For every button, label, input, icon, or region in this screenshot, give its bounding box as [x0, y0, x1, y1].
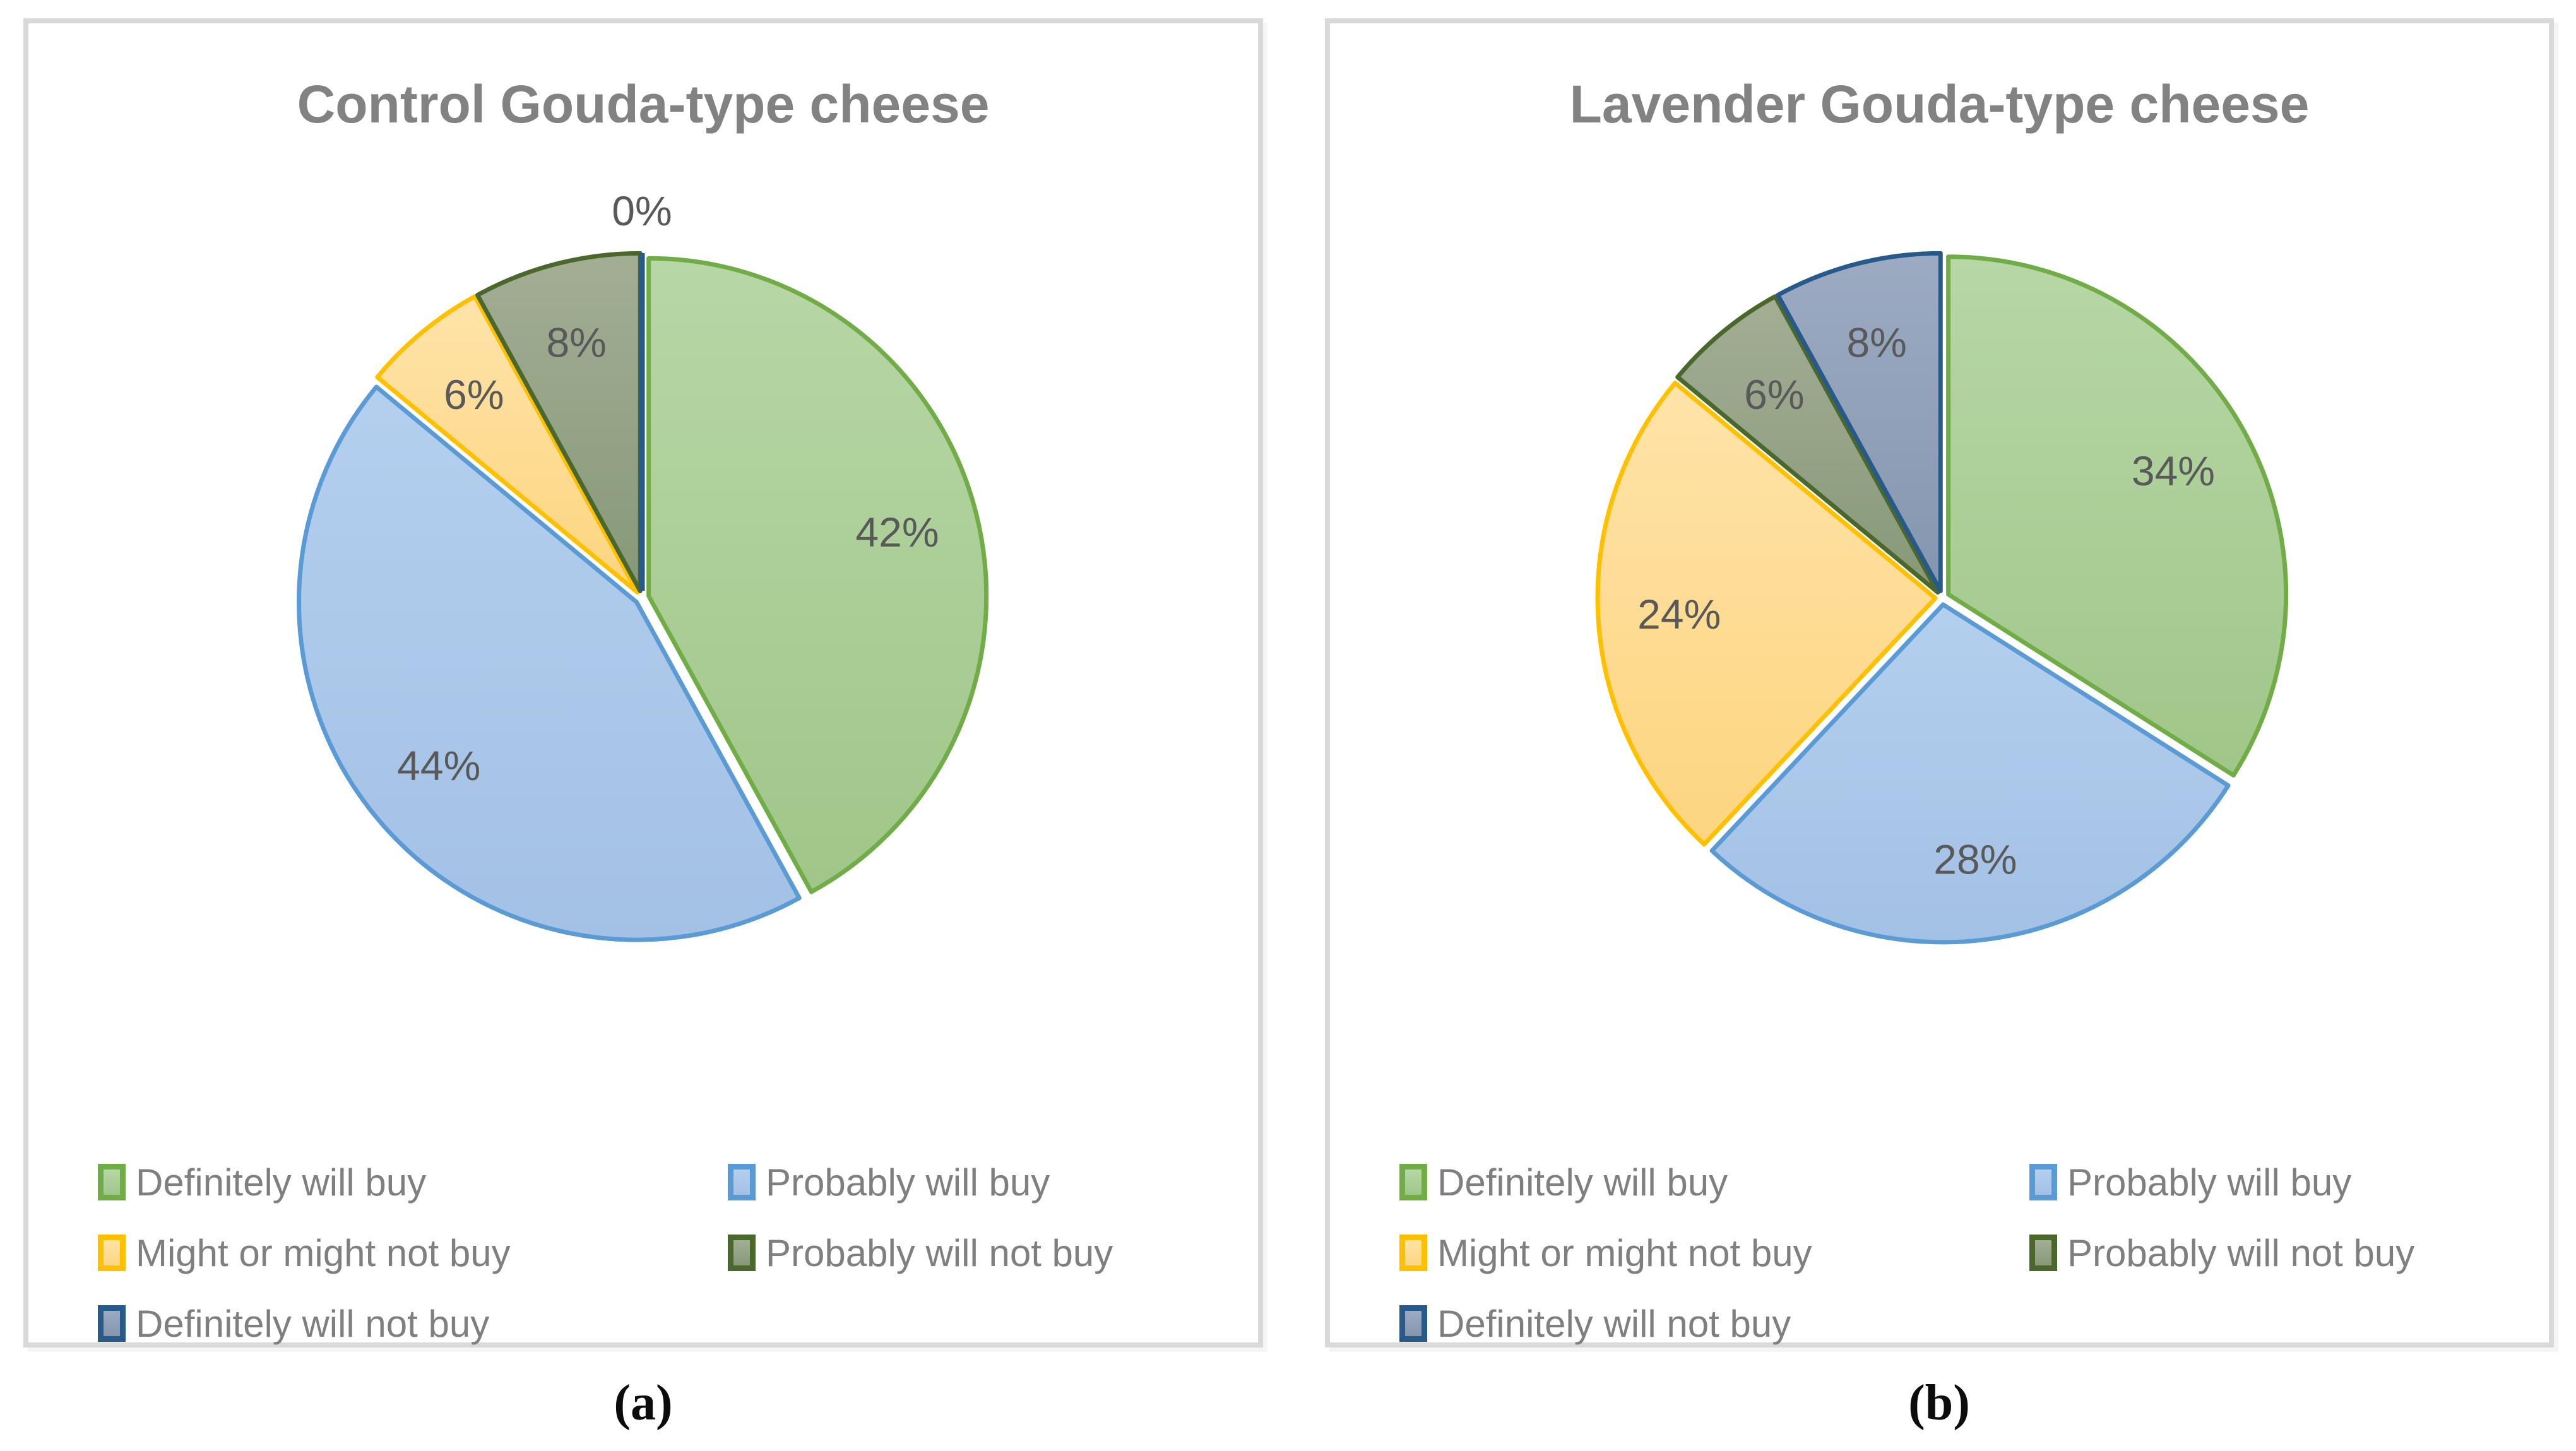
data-label-2: 6% [444, 371, 504, 418]
chart-title-control: Control Gouda-type cheese [297, 74, 990, 134]
legend-label: Definitely will buy [136, 1161, 427, 1204]
legend-item-0: Definitely will buy [1399, 1153, 2029, 1211]
legend-marker-icon [2029, 1164, 2057, 1200]
legend-item-2: Might or might not buy [1399, 1224, 2029, 1282]
legend-label: Probably will buy [766, 1161, 1050, 1204]
legend-label: Probably will not buy [766, 1231, 1113, 1274]
legend-marker-icon [98, 1235, 126, 1271]
pie-slice-2 [1595, 381, 1938, 847]
pie-chart-control: 42% 44% 6% 8% 0% [297, 187, 989, 942]
data-label-3: 8% [546, 319, 606, 366]
data-label-4: 8% [1846, 319, 1906, 366]
legend-marker-icon [2029, 1235, 2057, 1271]
pie-slice-4 [1776, 251, 1943, 593]
legend-marker-icon [1399, 1305, 1427, 1342]
caption-a: (a) [614, 1375, 673, 1431]
legend-marker-icon [98, 1305, 126, 1342]
pie-slice-1 [1709, 602, 2231, 945]
legend-item-2: Might or might not buy [98, 1224, 728, 1282]
data-label-1: 44% [397, 742, 480, 789]
pie-slice-3 [475, 251, 643, 593]
legend-marker-icon [1399, 1235, 1427, 1271]
legend-label: Definitely will not buy [1437, 1302, 1791, 1345]
legend-lavender: Definitely will buy Probably will buy Migh… [1399, 1153, 2524, 1353]
legend-label: Definitely will not buy [136, 1302, 490, 1345]
pie-slice-1 [297, 384, 802, 942]
legend-item-3: Probably will not buy [728, 1224, 1233, 1282]
legend-label: Definitely will buy [1437, 1161, 1728, 1204]
chart-title-lavender: Lavender Gouda-type cheese [1569, 74, 2310, 134]
pie-slice-0 [1946, 254, 2289, 778]
data-label-1: 28% [1933, 836, 2017, 882]
legend-label: Might or might not buy [1437, 1231, 1812, 1274]
pie-slice-3 [1675, 294, 1940, 595]
data-label-3: 6% [1744, 371, 1804, 418]
pie-slice-2 [375, 294, 640, 595]
panel-lavender-cheese: Lavender Gouda-type cheese 34% 28% 24% 6% 8%… [1325, 18, 2554, 1347]
legend-marker-icon [728, 1164, 756, 1200]
panel-control-cheese: Control Gouda-type cheese 42% 44% 6% 8% 0% D… [23, 18, 1263, 1347]
legend-label: Might or might not buy [136, 1231, 511, 1274]
data-label-4: 0% [612, 187, 672, 234]
legend-item-3: Probably will not buy [2029, 1224, 2524, 1282]
data-label-0: 42% [855, 509, 939, 555]
legend-item-4: Definitely will not buy [1399, 1294, 2029, 1353]
legend-control: Definitely will buy Probably will buy Migh… [98, 1153, 1233, 1353]
legend-item-1: Probably will buy [728, 1153, 1233, 1211]
legend-marker-icon [98, 1164, 126, 1200]
data-label-0: 34% [2132, 447, 2215, 494]
data-label-2: 24% [1637, 591, 1721, 637]
legend-label: Probably will not buy [2067, 1231, 2415, 1274]
pie-chart-lavender: 34% 28% 24% 6% 8% [1595, 251, 2289, 945]
legend-item-4: Definitely will not buy [98, 1294, 728, 1353]
caption-b: (b) [1908, 1375, 1970, 1431]
legend-marker-icon [1399, 1164, 1427, 1200]
legend-item-1: Probably will buy [2029, 1153, 2524, 1211]
legend-marker-icon [728, 1235, 756, 1271]
legend-label: Probably will buy [2067, 1161, 2352, 1204]
pie-slice-0 [646, 256, 989, 894]
legend-item-0: Definitely will buy [98, 1153, 728, 1211]
